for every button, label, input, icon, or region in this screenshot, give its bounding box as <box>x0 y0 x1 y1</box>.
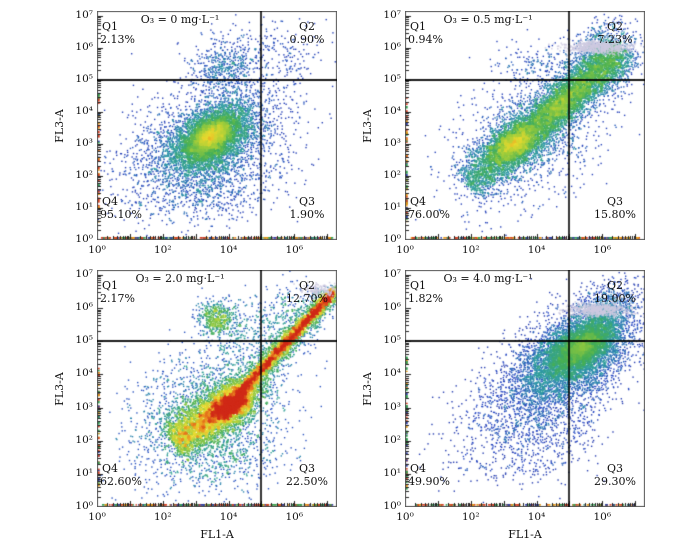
q4-label: Q4 <box>102 195 119 208</box>
x-tick-label: 10⁴ <box>527 511 546 523</box>
y-tick-label: 10¹ <box>383 466 401 479</box>
y-axis-title: FL3-A <box>53 371 66 406</box>
q1-percent: 2.17% <box>100 292 135 305</box>
q4-label: Q4 <box>410 462 427 475</box>
x-tick-label: 10² <box>153 511 172 523</box>
y-tick-label: 10⁵ <box>383 334 401 347</box>
y-tick-label: 10⁰ <box>75 233 93 245</box>
y-tick-label: 10² <box>75 433 93 446</box>
y-tick-label: 10¹ <box>383 200 401 213</box>
y-tick-label: 10⁵ <box>75 334 93 347</box>
x-tick-label: 10⁶ <box>593 244 612 256</box>
q1-label: Q1 <box>102 279 119 292</box>
y-tick-label: 10⁵ <box>75 72 93 85</box>
scatter-panel-o3-2: O₃ = 2.0 mg·L⁻¹ Q1 2.17% Q2 12.70% Q3 22… <box>53 268 337 523</box>
x-axis-title-right: FL1-A <box>508 528 542 541</box>
x-tick-label: 10⁴ <box>219 511 238 523</box>
q2-label: Q2 <box>298 279 316 292</box>
x-axis-title-left: FL1-A <box>200 528 234 541</box>
x-tick-label: 10⁶ <box>593 511 612 523</box>
x-tick-label: 10⁴ <box>527 244 546 256</box>
q2-percent: 0.90% <box>289 33 325 46</box>
q2-label: Q2 <box>606 279 624 292</box>
q1-percent: 2.13% <box>100 33 135 46</box>
q2-percent: 19.00% <box>594 292 636 305</box>
y-tick-label: 10² <box>383 168 401 181</box>
q2-percent: 7.23% <box>597 33 633 46</box>
panel-title-o3-4: O₃ = 4.0 mg·L⁻¹ <box>443 272 533 285</box>
y-tick-label: 10⁰ <box>383 233 401 245</box>
scatter-canvas-o3-4 <box>405 270 645 507</box>
y-axis-title: FL3-A <box>361 371 374 406</box>
panel-title-o3-05: O₃ = 0.5 mg·L⁻¹ <box>443 13 533 26</box>
scatter-panel-o3-0: O₃ = 0 mg·L⁻¹ Q1 2.13% Q2 0.90% Q3 1.90%… <box>53 9 337 256</box>
q2-label: Q2 <box>298 20 316 33</box>
q3-label: Q3 <box>606 462 624 475</box>
q4-percent: 62.60% <box>100 475 142 488</box>
x-tick-label: 10⁶ <box>285 511 304 523</box>
y-tick-label: 10⁰ <box>75 500 93 512</box>
q1-percent: 0.94% <box>408 33 443 46</box>
y-tick-label: 10⁶ <box>383 301 401 314</box>
scatter-canvas-o3-2 <box>97 270 337 507</box>
y-tick-label: 10¹ <box>75 466 93 479</box>
x-tick-label: 10⁰ <box>88 511 106 523</box>
x-tick-label: 10⁰ <box>396 244 414 256</box>
y-tick-label: 10¹ <box>75 200 93 213</box>
y-tick-label: 10² <box>75 168 93 181</box>
panel-title-o3-0: O₃ = 0 mg·L⁻¹ <box>140 13 220 26</box>
y-tick-label: 10⁶ <box>75 301 93 314</box>
q3-percent: 1.90% <box>289 208 325 221</box>
q2-percent: 12.70% <box>286 292 328 305</box>
q3-label: Q3 <box>606 195 624 208</box>
q3-label: Q3 <box>298 462 316 475</box>
q4-percent: 95.10% <box>100 208 142 221</box>
y-tick-label: 10⁷ <box>383 8 401 21</box>
x-tick-label: 10⁰ <box>396 511 414 523</box>
y-axis-title: FL3-A <box>361 108 374 143</box>
x-tick-label: 10⁶ <box>285 244 304 256</box>
y-tick-label: 10⁰ <box>383 500 401 512</box>
q4-label: Q4 <box>102 462 119 475</box>
y-tick-label: 10⁷ <box>75 8 93 21</box>
q4-label: Q4 <box>410 195 427 208</box>
y-tick-label: 10⁷ <box>383 267 401 280</box>
q1-label: Q1 <box>410 20 427 33</box>
y-tick-label: 10⁵ <box>383 72 401 85</box>
y-tick-label: 10⁷ <box>75 267 93 280</box>
y-tick-label: 10⁶ <box>75 40 93 53</box>
scatter-panel-o3-05: O₃ = 0.5 mg·L⁻¹ Q1 0.94% Q2 7.23% Q3 15.… <box>361 9 645 256</box>
q3-percent: 15.80% <box>594 208 636 221</box>
scatter-panel-o3-4: O₃ = 4.0 mg·L⁻¹ Q1 1.82% Q2 19.00% Q3 29… <box>361 268 645 523</box>
y-axis-title: FL3-A <box>53 108 66 143</box>
q4-percent: 76.00% <box>408 208 450 221</box>
panel-title-o3-2: O₃ = 2.0 mg·L⁻¹ <box>135 272 225 285</box>
q2-label: Q2 <box>606 20 624 33</box>
q3-percent: 22.50% <box>286 475 328 488</box>
y-tick-label: 10⁶ <box>383 40 401 53</box>
x-tick-label: 10⁴ <box>219 244 238 256</box>
x-tick-label: 10² <box>461 244 480 256</box>
q1-label: Q1 <box>102 20 119 33</box>
y-tick-label: 10² <box>383 433 401 446</box>
q3-label: Q3 <box>298 195 316 208</box>
scatter-canvas-o3-05 <box>405 11 645 240</box>
q4-percent: 49.90% <box>408 475 450 488</box>
scatter-canvas-o3-0 <box>97 11 337 240</box>
x-tick-label: 10² <box>461 511 480 523</box>
x-tick-label: 10² <box>153 244 172 256</box>
q1-label: Q1 <box>410 279 427 292</box>
x-tick-label: 10⁰ <box>88 244 106 256</box>
q3-percent: 29.30% <box>594 475 636 488</box>
q1-percent: 1.82% <box>408 292 443 305</box>
